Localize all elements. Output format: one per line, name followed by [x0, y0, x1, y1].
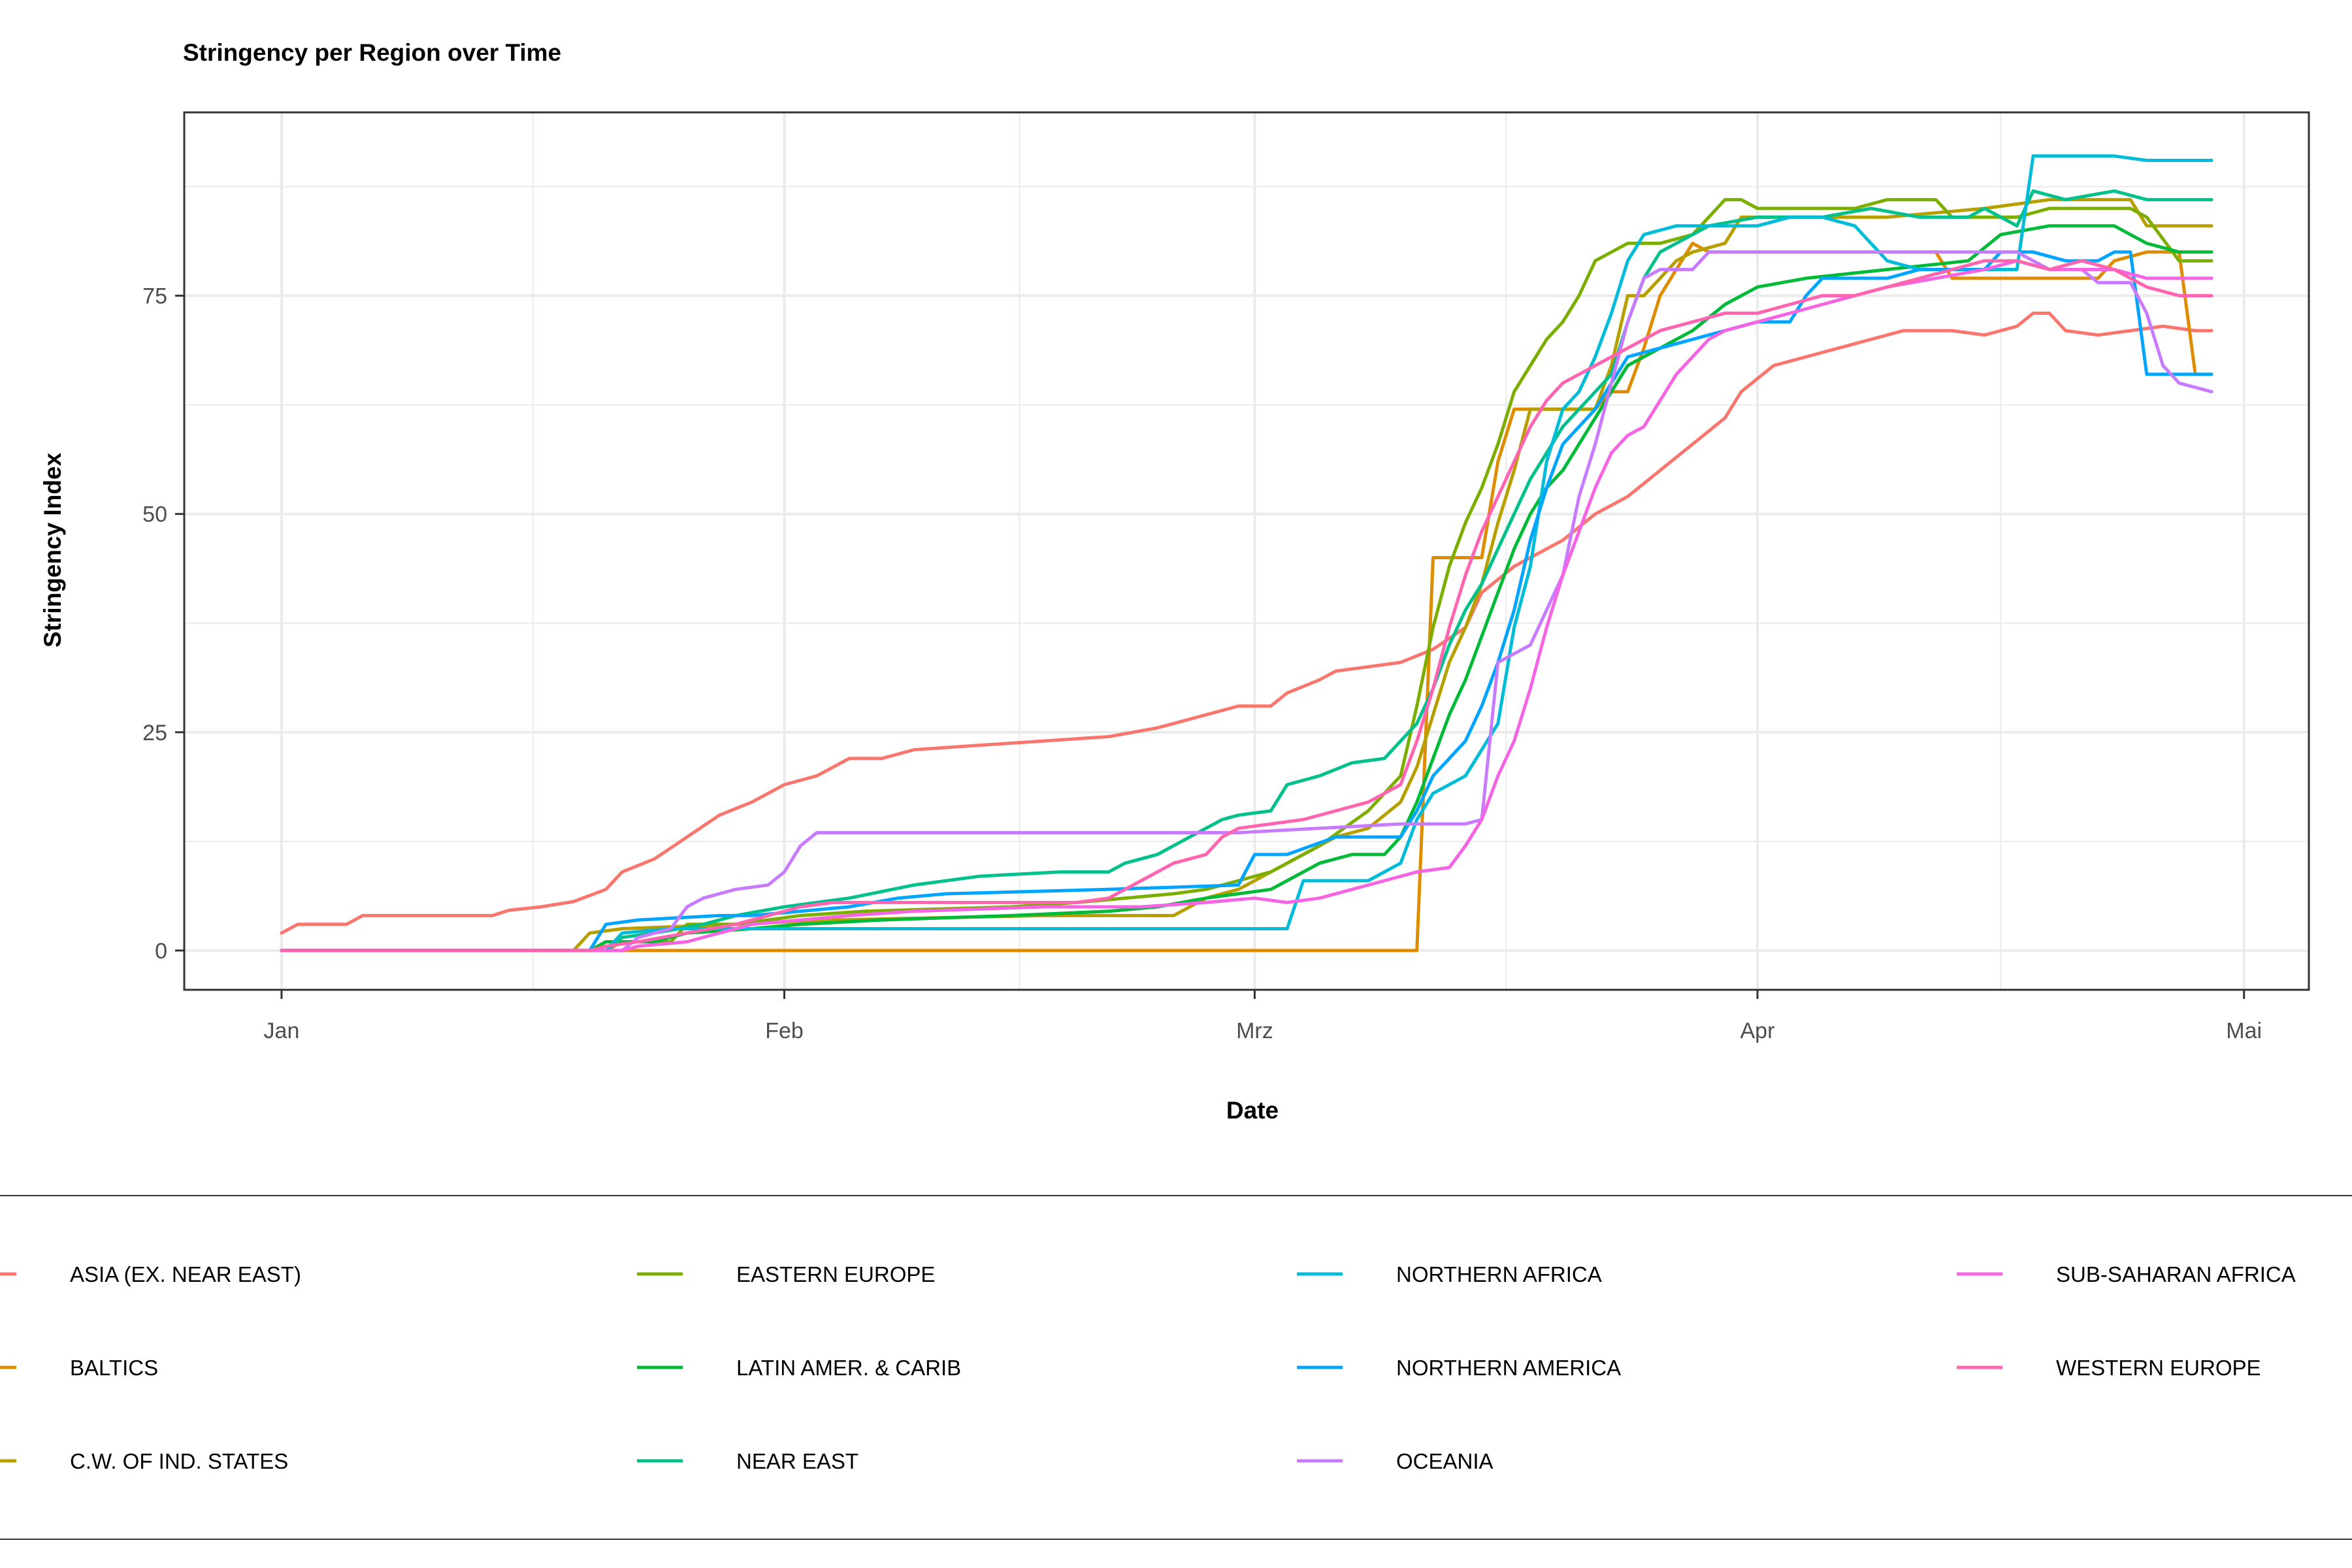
legend: ASIA (EX. NEAR EAST) BALTICS C.W. OF IND. … — [0, 1195, 2352, 1540]
legend-label-8: OCEANIA — [1396, 1449, 1494, 1473]
legend-label-3: EASTERN EUROPE — [736, 1262, 935, 1286]
legend-label-1: BALTICS — [70, 1356, 158, 1380]
plot-panel-border — [183, 111, 2310, 991]
legend-label-5: NEAR EAST — [736, 1449, 858, 1473]
y-tick-label-2: 50 — [142, 502, 167, 527]
legend-label-2: C.W. OF IND. STATES — [70, 1449, 288, 1473]
y-axis-title: Stringency Index — [39, 453, 66, 648]
x-axis-title: Date — [1226, 1097, 1279, 1124]
series-line-5 — [280, 189, 2213, 953]
x-tick-label-3: Apr — [1740, 1019, 1775, 1043]
legend-label-0: ASIA (EX. NEAR EAST) — [70, 1262, 301, 1286]
y-tick-label-3: 75 — [142, 284, 167, 309]
legend-label-7: NORTHERN AMERICA — [1396, 1356, 1621, 1380]
legend-label-9: SUB-SAHARAN AFRICA — [2056, 1262, 2296, 1286]
y-axis: 0 25 50 75 — [142, 284, 184, 964]
series-lines — [280, 154, 2213, 953]
x-tick-label-2: Mrz — [1236, 1019, 1273, 1043]
x-tick-label-1: Feb — [765, 1019, 804, 1043]
x-tick-label-0: Jan — [264, 1019, 300, 1043]
y-tick-label-0: 0 — [155, 939, 167, 964]
grid-minor — [184, 112, 2309, 990]
series-line-9 — [280, 259, 2213, 953]
x-tick-label-4: Mai — [2226, 1019, 2262, 1043]
chart-title: Stringency per Region over Time — [183, 39, 561, 66]
legend-label-6: NORTHERN AFRICA — [1396, 1262, 1602, 1286]
legend-label-4: LATIN AMER. & CARIB — [736, 1356, 961, 1380]
y-tick-label-1: 25 — [142, 721, 167, 745]
x-axis: Jan Feb Mrz Apr Mai — [264, 990, 2262, 1043]
series-line-0 — [280, 311, 2213, 935]
series-line-10 — [280, 259, 2213, 953]
series-line-4 — [280, 224, 2213, 953]
legend-label-10: WESTERN EUROPE — [2056, 1356, 2261, 1380]
